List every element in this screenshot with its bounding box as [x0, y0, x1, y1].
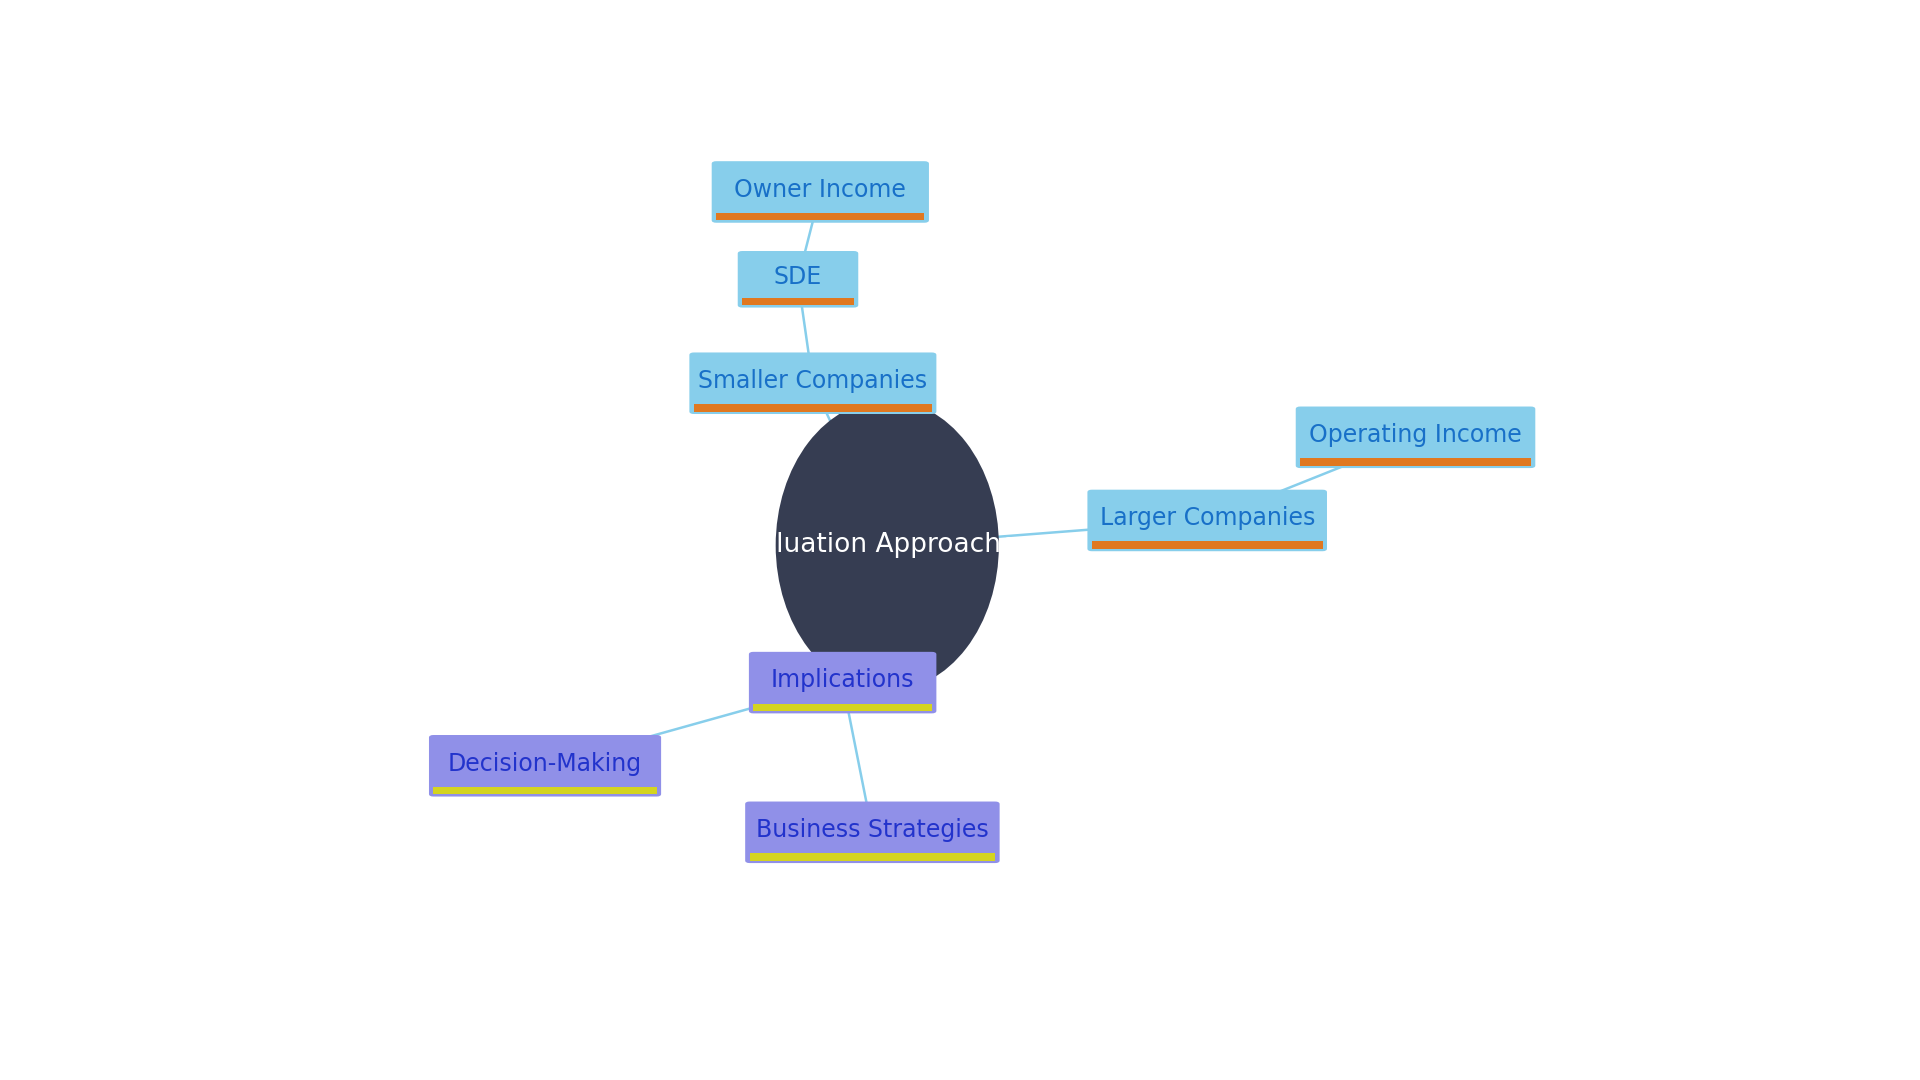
- Ellipse shape: [776, 400, 998, 691]
- Text: Business Strategies: Business Strategies: [756, 818, 989, 842]
- FancyBboxPatch shape: [1300, 458, 1530, 465]
- FancyBboxPatch shape: [743, 298, 854, 305]
- Text: Smaller Companies: Smaller Companies: [699, 369, 927, 393]
- FancyBboxPatch shape: [745, 801, 1000, 863]
- FancyBboxPatch shape: [749, 652, 937, 714]
- FancyBboxPatch shape: [1087, 489, 1327, 551]
- Text: Decision-Making: Decision-Making: [447, 752, 641, 775]
- Text: Valuation Approaches: Valuation Approaches: [743, 532, 1031, 558]
- FancyBboxPatch shape: [428, 735, 660, 797]
- Text: Operating Income: Operating Income: [1309, 423, 1523, 447]
- Text: SDE: SDE: [774, 266, 822, 289]
- FancyBboxPatch shape: [434, 786, 657, 794]
- FancyBboxPatch shape: [737, 251, 858, 308]
- FancyBboxPatch shape: [716, 213, 925, 220]
- Text: Larger Companies: Larger Companies: [1100, 507, 1315, 530]
- Text: Owner Income: Owner Income: [733, 178, 906, 202]
- FancyBboxPatch shape: [1296, 406, 1536, 468]
- FancyBboxPatch shape: [689, 352, 937, 414]
- FancyBboxPatch shape: [749, 853, 995, 861]
- FancyBboxPatch shape: [1092, 541, 1323, 549]
- FancyBboxPatch shape: [753, 703, 931, 711]
- FancyBboxPatch shape: [712, 161, 929, 222]
- FancyBboxPatch shape: [693, 404, 931, 411]
- Text: Implications: Implications: [772, 669, 914, 692]
